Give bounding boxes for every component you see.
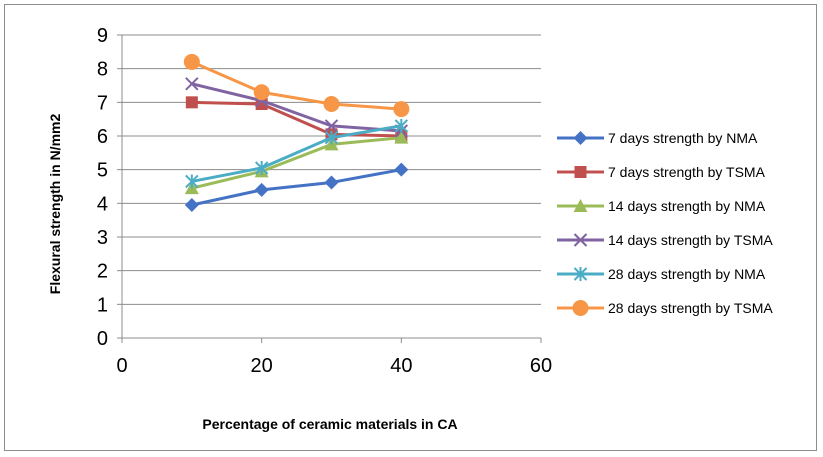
triangle-marker <box>573 199 588 212</box>
legend-label: 7 days strength by NMA <box>608 130 758 146</box>
diamond-marker <box>394 162 409 177</box>
y-tick-label: 2 <box>97 261 108 283</box>
x-marker <box>185 77 199 91</box>
y-tick-label: 5 <box>97 160 108 182</box>
x-tick-label: 60 <box>530 355 552 377</box>
star-marker <box>573 267 588 281</box>
series-group <box>184 162 409 213</box>
x-marker-stroke <box>573 233 588 247</box>
x-marker-stroke <box>185 77 199 91</box>
diamond-marker <box>573 131 588 145</box>
triangle-marker <box>394 130 409 144</box>
circle-marker <box>323 96 340 113</box>
legend-label: 14 days strength by NMA <box>608 198 766 214</box>
y-tick-label: 0 <box>97 328 108 350</box>
x-marker <box>573 233 588 247</box>
series-line <box>191 124 402 183</box>
diamond-marker <box>254 182 269 197</box>
y-tick-label: 8 <box>97 59 108 81</box>
diamond-marker <box>184 198 199 213</box>
series-line <box>191 136 402 190</box>
series-line <box>191 168 402 207</box>
series-line <box>191 82 402 133</box>
series-group <box>185 96 408 142</box>
circle-marker <box>572 300 589 316</box>
legend-item: 7 days strength by TSMA <box>557 164 766 180</box>
y-tick-label: 3 <box>97 227 108 249</box>
x-tick-labels: 0 20 40 60 <box>116 355 552 377</box>
y-tick-label: 1 <box>97 294 108 316</box>
series-group <box>183 53 410 118</box>
diamond-marker <box>324 175 339 190</box>
gridlines <box>122 34 541 305</box>
chart-area <box>4 4 817 451</box>
legend-item: 7 days strength by NMA <box>557 130 758 146</box>
square-marker <box>185 96 198 109</box>
y-axis-title: Flexural strength in N/mm2 <box>47 114 63 295</box>
series-group <box>185 118 409 189</box>
y-tick-label: 6 <box>97 126 108 148</box>
series-line <box>191 100 402 138</box>
x-tick-label: 20 <box>251 355 273 377</box>
y-tick-label: 9 <box>97 25 108 47</box>
star-marker <box>185 174 199 189</box>
star-marker <box>254 160 269 175</box>
star-marker <box>394 118 409 133</box>
x-axis-title: Percentage of ceramic materials in CA <box>202 416 457 432</box>
legend-item: 14 days strength by NMA <box>557 198 766 214</box>
axes <box>117 34 542 343</box>
series-line <box>191 60 402 111</box>
series-lines <box>183 53 410 213</box>
legend-label: 28 days strength by NMA <box>608 266 766 282</box>
x-marker-stroke <box>324 119 339 133</box>
legend-item: 14 days strength by TSMA <box>557 232 773 248</box>
legend-label: 7 days strength by TSMA <box>608 164 766 180</box>
legend-item: 28 days strength by TSMA <box>557 300 773 316</box>
star-marker <box>324 130 339 145</box>
legend: 7 days strength by NMA 7 days strength by… <box>557 130 773 316</box>
x-marker <box>324 119 339 133</box>
y-tick-label: 4 <box>97 193 108 215</box>
circle-marker <box>253 84 270 101</box>
legend-item: 28 days strength by NMA <box>557 266 766 282</box>
square-marker <box>574 166 587 178</box>
legend-label: 14 days strength by TSMA <box>608 232 773 248</box>
y-tick-label: 7 <box>97 92 108 114</box>
circle-marker <box>393 101 410 118</box>
y-tick-labels: 0 1 2 3 4 5 6 7 8 9 <box>97 25 108 350</box>
x-tick-label: 40 <box>390 355 412 377</box>
legend-label: 28 days strength by TSMA <box>608 300 773 316</box>
circle-marker <box>183 53 200 70</box>
x-tick-label: 0 <box>116 355 127 377</box>
